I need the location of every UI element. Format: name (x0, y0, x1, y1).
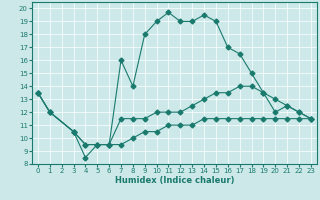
X-axis label: Humidex (Indice chaleur): Humidex (Indice chaleur) (115, 176, 234, 185)
